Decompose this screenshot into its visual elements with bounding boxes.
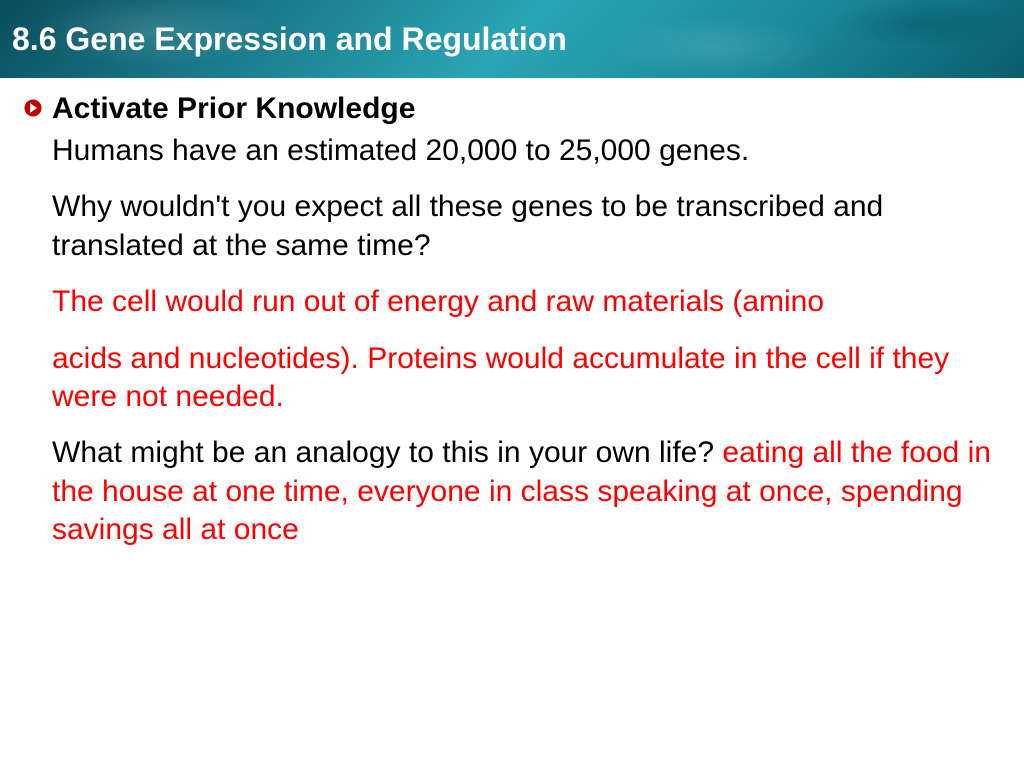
paragraph-1: Humans have an estimated 20,000 to 25,00… bbox=[52, 132, 1004, 170]
paragraph-2: Why wouldn't you expect all these genes … bbox=[52, 188, 1004, 265]
header-title: 8.6 Gene Expression and Regulation bbox=[12, 21, 567, 58]
question-2: What might be an analogy to this in your… bbox=[52, 436, 714, 469]
slide-content: Activate Prior Knowledge Humans have an … bbox=[0, 78, 1024, 550]
answer-line-1: The cell would run out of energy and raw… bbox=[52, 283, 1004, 321]
slide-header: 8.6 Gene Expression and Regulation bbox=[0, 0, 1024, 78]
body-text: Humans have an estimated 20,000 to 25,00… bbox=[52, 132, 1004, 550]
section-heading: Activate Prior Knowledge bbox=[52, 92, 415, 126]
answer-line-2: acids and nucleotides). Proteins would a… bbox=[52, 340, 1004, 417]
chevron-right-icon bbox=[24, 99, 42, 117]
paragraph-4: What might be an analogy to this in your… bbox=[52, 434, 1004, 549]
section-heading-row: Activate Prior Knowledge bbox=[24, 92, 1004, 126]
